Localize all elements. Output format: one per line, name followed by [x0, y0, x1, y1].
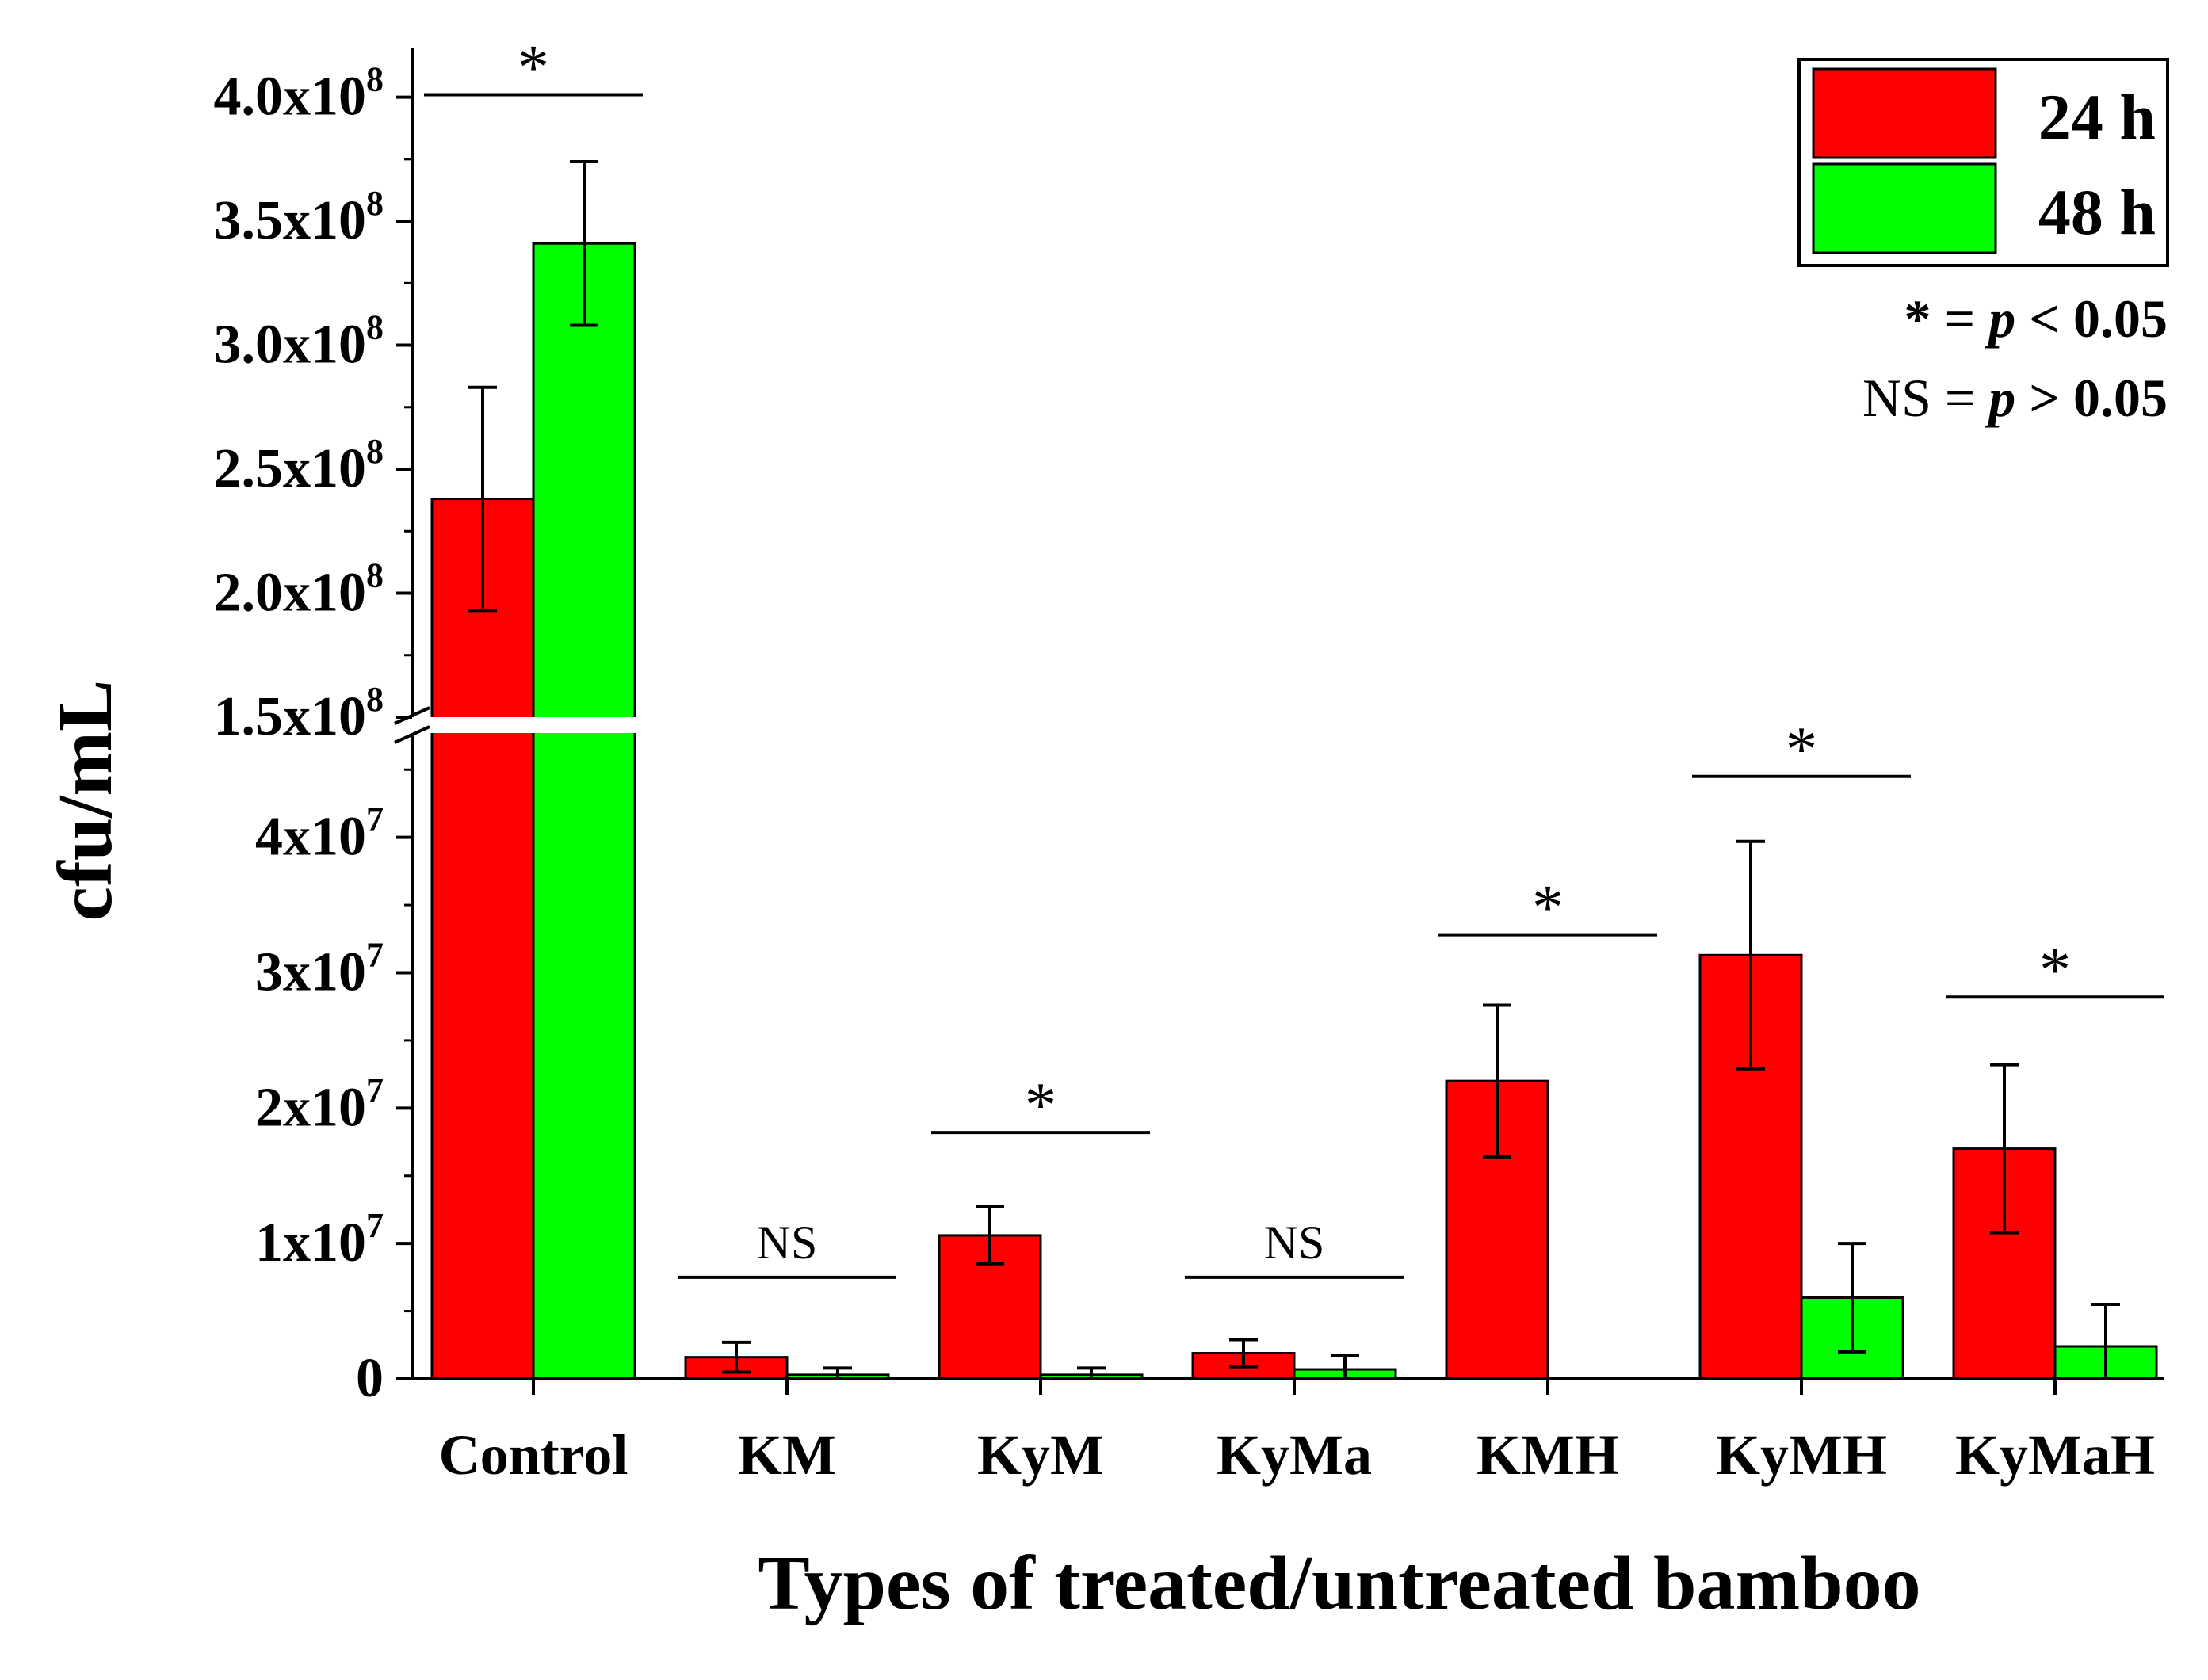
y-tick-label-base: 2.0x10 [214, 563, 367, 624]
note-1: NS = p > 0.05 [1862, 368, 2168, 428]
y-tick-label-exponent: 7 [366, 800, 384, 839]
y-tick-label-exponent: 8 [366, 680, 384, 719]
x-tick-label-kmh: KMH [1476, 1423, 1619, 1487]
y-tick-label-base: 2x10 [255, 1077, 366, 1138]
note-p: p [1985, 368, 2015, 428]
significance-label: * [2039, 935, 2071, 1005]
note-prefix: * = [1904, 288, 1989, 349]
x-tick-label-kymah: KyMaH [1955, 1423, 2155, 1487]
y-axis-title: cfu/mL [43, 680, 128, 922]
y-tick-label-exponent: 8 [366, 556, 384, 595]
significance-label: * [1786, 715, 1817, 785]
significance-kmh: * [1438, 873, 1657, 943]
error-bar-km-24h [722, 1340, 751, 1374]
bar-control-24h [430, 498, 535, 1380]
y-tick-label-exponent: 7 [366, 1071, 384, 1109]
significance-label: * [518, 32, 549, 102]
y-tick-label-exponent: 8 [366, 60, 384, 99]
axes-group: Control KM KyM KyMa KMH KyMH KyMaH01x1072x1073… [214, 48, 2164, 1487]
x-tick-label-kymh: KyMH [1716, 1423, 1887, 1487]
y-tick-label-base: 2.5x10 [214, 438, 367, 499]
y-tick-label-base: 0 [356, 1348, 384, 1409]
significance-kyma: NS [1185, 1216, 1404, 1279]
y-tick-label-base: 4.0x10 [214, 67, 367, 128]
significance-label: NS [757, 1216, 818, 1269]
y-tick-label-lower: 0 [356, 1348, 384, 1409]
y-tick-label-lower: 1x107 [255, 1206, 384, 1273]
significance-notes: * = p < 0.05 NS = p > 0.05 [1862, 288, 2168, 428]
error-bar-kymh-24h [1736, 839, 1765, 1071]
y-tick-label-upper: 4.0x108 [214, 60, 384, 128]
y-tick-label-upper: 3.0x108 [214, 308, 384, 376]
bar-control-48h [532, 242, 636, 1380]
y-tick-label-base: 4x10 [255, 807, 366, 868]
y-tick-label-base: 1x10 [255, 1212, 366, 1273]
x-tick-label-control: Control [439, 1423, 628, 1487]
significance-km: NS [678, 1216, 896, 1279]
axis-break-mark [394, 725, 430, 744]
y-tick-label-upper: 2.0x108 [214, 556, 384, 624]
note-p: p [1985, 288, 2015, 349]
y-tick-label-base: 3x10 [255, 942, 366, 1003]
legend-label-48h: 48 h [2038, 176, 2156, 248]
y-tick-label-upper: 1.5x108 [214, 680, 384, 747]
error-bar-kyma-24h [1229, 1338, 1258, 1369]
y-tick-label-upper: 3.5x108 [214, 184, 384, 251]
note-0: * = p < 0.05 [1904, 288, 2168, 349]
error-bar-control-24h [468, 385, 497, 613]
error-bar-control-48h [570, 159, 598, 327]
x-axis-title: Types of treated/untreated bamboo [758, 1541, 1920, 1626]
significance-label: * [1532, 873, 1564, 943]
axis-break-gap [388, 717, 643, 733]
significance-label: NS [1264, 1216, 1325, 1269]
y-tick-label-exponent: 7 [366, 1206, 384, 1245]
y-tick-label-upper: 2.5x108 [214, 432, 384, 499]
y-tick-label-exponent: 7 [366, 936, 384, 975]
x-tick-label-kyma: KyMa [1217, 1423, 1372, 1487]
significance-group: * NS * NS * * * [424, 32, 2164, 1279]
significance-kymh: * [1692, 715, 1911, 785]
legend-swatch-48h [1812, 162, 1997, 254]
x-tick-label-km: KM [738, 1423, 836, 1487]
error-bar-kmh-24h [1483, 1003, 1511, 1159]
significance-control: * [424, 32, 643, 102]
error-bar-kym-24h [976, 1205, 1004, 1266]
y-tick-label-lower: 2x107 [255, 1071, 384, 1138]
y-tick-label-base: 1.5x10 [214, 686, 367, 747]
error-bars-group [468, 159, 2120, 1380]
y-tick-label-base: 3.0x10 [214, 315, 367, 376]
significance-kymah: * [1946, 935, 2164, 1005]
x-tick-label-kym: KyM [977, 1423, 1104, 1487]
significance-label: * [1025, 1071, 1056, 1140]
note-suffix: > 0.05 [2015, 368, 2168, 428]
y-tick-label-lower: 3x107 [255, 936, 384, 1003]
y-tick-label-exponent: 8 [366, 432, 384, 471]
note-suffix: < 0.05 [2015, 288, 2168, 349]
error-bar-kymah-24h [1990, 1063, 2019, 1235]
legend-swatch-24h [1812, 67, 1997, 159]
significance-kym: * [931, 1071, 1150, 1140]
note-prefix: NS = [1862, 368, 1988, 428]
y-tick-label-exponent: 8 [366, 308, 384, 347]
y-tick-label-base: 3.5x10 [214, 190, 367, 251]
legend-label-24h: 24 h [2038, 81, 2156, 153]
legend: 24 h 48 h [1797, 58, 2169, 267]
error-bar-kymh-48h [1838, 1242, 1866, 1354]
y-tick-label-lower: 4x107 [255, 800, 384, 868]
y-tick-label-exponent: 8 [366, 184, 384, 223]
